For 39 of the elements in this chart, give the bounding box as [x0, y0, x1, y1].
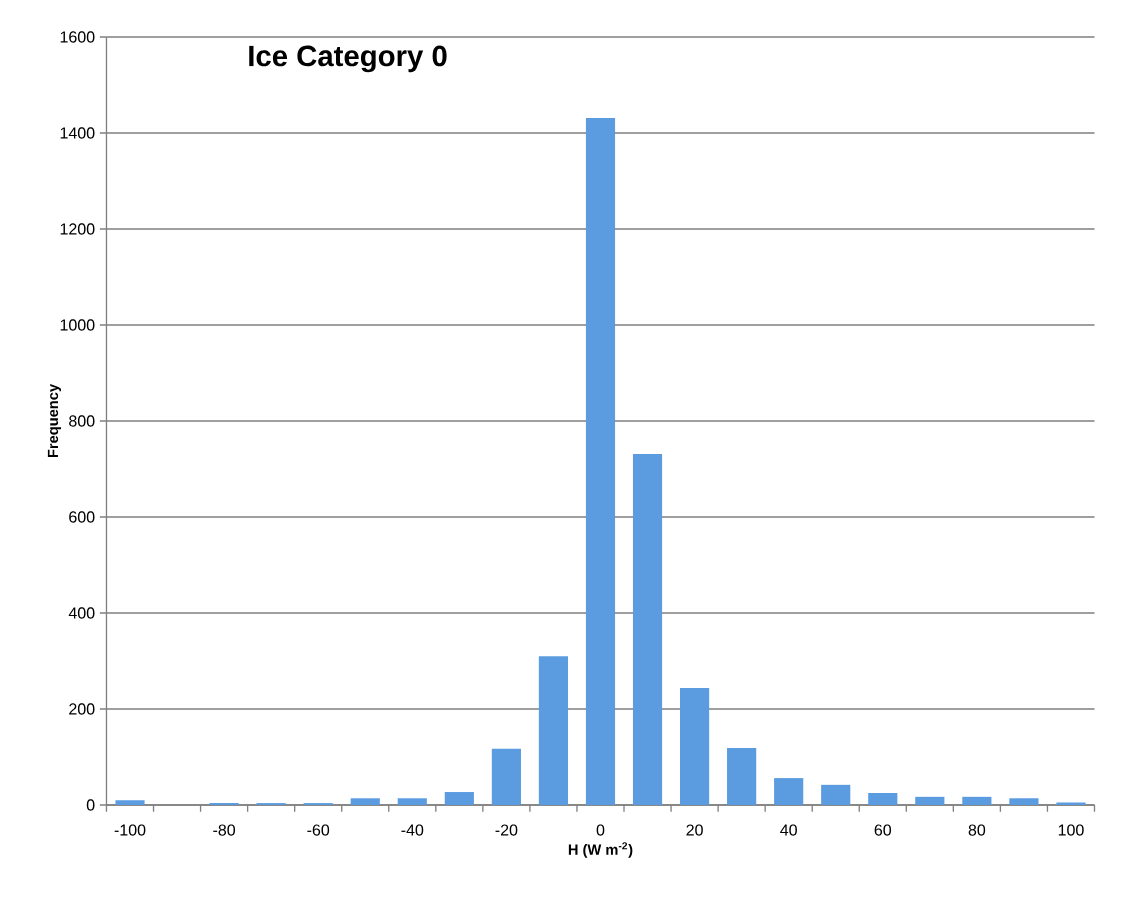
- y-tick-label: 800: [69, 415, 95, 427]
- x-tick-label: 20: [686, 824, 703, 836]
- bar: [632, 454, 663, 805]
- x-tick-label: -80: [213, 824, 236, 836]
- bar: [1009, 798, 1039, 805]
- bar: [491, 748, 521, 805]
- x-tick-label: 40: [780, 824, 797, 836]
- y-tick-label: 1400: [60, 127, 95, 139]
- y-tick-label: 400: [68, 607, 95, 619]
- bar: [915, 796, 945, 805]
- bar: [538, 656, 569, 805]
- bar: [774, 778, 804, 805]
- x-tick-label: -60: [307, 824, 330, 836]
- y-tick-label: 1200: [60, 223, 95, 235]
- y-tick-label: 1000: [60, 319, 95, 331]
- x-tick-label: -40: [401, 824, 424, 836]
- x-tick-label: 80: [968, 824, 986, 836]
- bar: [868, 793, 898, 805]
- x-axis-title: H (W m$^{-2}$): [568, 842, 633, 858]
- bar: [585, 118, 616, 805]
- y-tick-label: 600: [69, 511, 95, 523]
- bar: [727, 747, 757, 805]
- bar: [680, 687, 710, 805]
- x-tick-label: 100: [1058, 824, 1084, 836]
- y-axis-title: Frequency: [47, 383, 62, 458]
- y-tick-label: 200: [69, 703, 95, 715]
- bar: [115, 800, 145, 805]
- bar: [350, 798, 380, 805]
- chart-title: Ice Category 0: [249, 45, 447, 73]
- bar: [397, 798, 427, 805]
- x-tick-label: -100: [114, 824, 146, 836]
- y-tick-label: 0: [86, 799, 95, 811]
- x-tick-label: 60: [874, 824, 892, 836]
- bar: [962, 796, 992, 805]
- x-tick-label: -20: [495, 824, 518, 836]
- bar: [444, 792, 474, 805]
- bar: [821, 784, 851, 805]
- x-tick-label: 0: [596, 824, 605, 836]
- y-tick-label: 1600: [60, 31, 95, 43]
